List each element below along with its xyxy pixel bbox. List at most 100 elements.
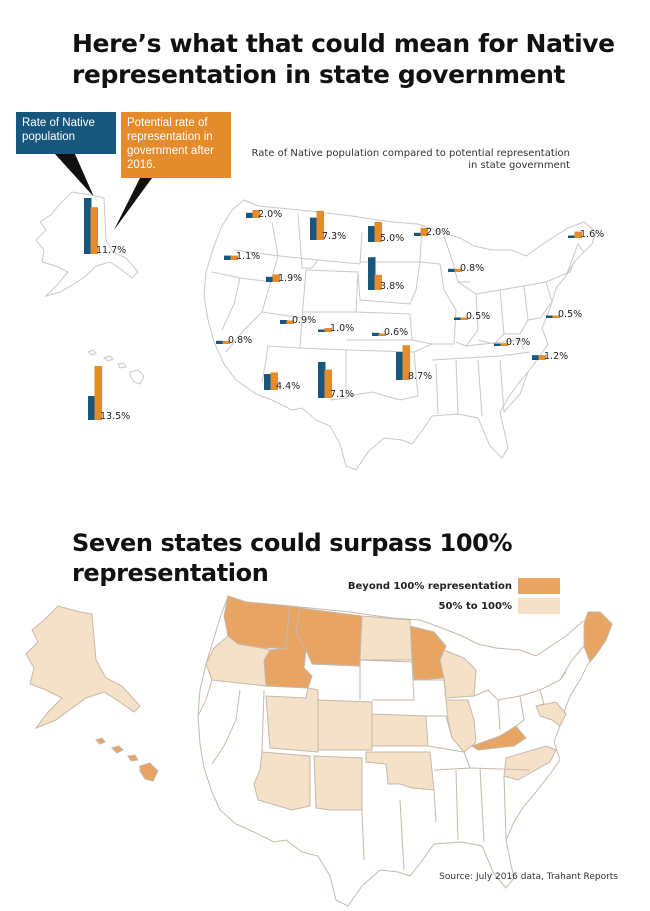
bar-native-wi [448,268,456,272]
bar-native-nc [532,355,540,360]
bar-label-ak: 11.7% [96,245,126,256]
bar-label-id: 1.9% [278,273,302,284]
map-caption: Rate of Native population compared to po… [251,148,571,171]
state-md [535,701,567,727]
bar-representation-ak [90,207,98,254]
bar-label-md: 0.5% [558,309,582,320]
bar-label-il: 0.5% [466,311,490,322]
legend-native-population: Rate of Native population [16,112,116,154]
bar-label-or: 1.1% [236,251,260,262]
bar-representation-wa [252,210,260,218]
state-az [253,751,311,811]
bar-native-mn [414,232,422,236]
bar-representation-il [460,317,468,320]
source-note: Source: July 2016 data, Trahant Reports [439,872,618,882]
bar-label-ut: 0.9% [292,315,316,326]
bar-representation-hi [94,366,102,420]
bar-label-mn: 2.0% [426,227,450,238]
state-borders-map2 [197,645,585,871]
state-nm [313,755,363,811]
bar-representation-ok [402,345,410,380]
bar-label-ca: 0.8% [228,335,252,346]
legend-item-beyond-100: Beyond 100% representation [348,578,560,594]
bar-label-ks: 0.6% [384,327,408,338]
bar-native-ca [216,340,224,344]
bar-native-nm [318,362,326,398]
bar-label-ok: 8.7% [408,371,432,382]
legend-label-beyond: Beyond 100% representation [347,580,512,592]
bar-label-wi: 0.8% [460,263,484,274]
state-ky [470,725,527,751]
legend-representation-rate: Potential rate of representation in gove… [121,112,231,178]
bar-representation-ks [378,333,386,336]
state-borders [211,213,585,417]
bar-native-wa [246,212,254,218]
bar-label-me: 1.6% [580,229,604,240]
bar-native-sd [368,257,376,290]
bar-native-az [264,374,272,390]
bar-representation-nm [324,369,332,398]
bar-native-mt [310,217,318,240]
bar-native-hi [88,396,96,420]
state-ks [371,713,429,747]
bar-native-ut [280,320,288,324]
bar-label-nm: 7.1% [330,389,354,400]
bar-native-co [318,329,326,332]
bar-representation-ut [286,320,294,324]
state-me [583,611,613,663]
bar-representation-sd [374,274,382,290]
bar-representation-co [324,328,332,332]
bar-representation-az [270,372,278,390]
bar-group: 11.7% 13.5% 2.0% 7.3% 5.0% 2.0% 1.6% 1.1% 1.9% 3.… [84,198,604,422]
bar-native-me [568,235,576,238]
bar-representation-mn [420,228,428,236]
bar-label-sd: 3.8% [380,281,404,292]
callout-pointer-representation [114,178,152,230]
state-co [317,699,373,751]
state-or [205,635,271,687]
state-hi [95,737,159,782]
us-choropleth-map [25,595,613,907]
state-ak [25,605,141,730]
bar-native-ky [494,343,502,346]
state-nd [359,615,413,661]
bar-label-hi: 13.5% [100,411,130,422]
bar-label-wa: 2.0% [258,209,282,220]
bar-native-ks [372,332,380,336]
bar-native-ak [84,198,92,254]
bar-representation-or [230,255,238,260]
hawaii-islands [86,349,145,385]
bar-native-md [546,315,554,318]
bar-representation-nd [374,222,382,242]
bar-native-il [454,317,462,320]
state-il [445,699,477,753]
bar-label-mt: 7.3% [322,231,346,242]
bar-representation-wi [454,268,462,272]
bar-representation-ky [500,343,508,346]
bar-representation-mt [316,210,324,240]
bar-representation-ca [222,340,230,344]
page-title: Here’s what that could mean for Native r… [72,29,615,89]
legend-label-fifty: 50% to 100% [438,600,512,612]
bar-representation-md [552,315,560,318]
state-ut [265,687,319,753]
bar-native-nd [368,226,376,242]
section-title: Seven states could surpass 100% represen… [72,529,513,587]
state-ok [365,751,435,791]
bar-label-nc: 1.2% [544,351,568,362]
bar-native-ok [396,352,404,380]
bar-label-nd: 5.0% [380,233,404,244]
bar-label-co: 1.0% [330,323,354,334]
legend-swatch-fifty [518,598,560,614]
legend-swatch-beyond [518,578,560,594]
bar-representation-nc [538,355,546,360]
bar-label-az: 4.4% [276,381,300,392]
state-nc [503,745,557,781]
state-wi [439,649,477,699]
legend-item-50-to-100: 50% to 100% [439,598,560,614]
bar-representation-id [272,274,280,282]
bar-representation-me [574,231,582,238]
bar-native-or [224,255,232,260]
bar-native-id [266,276,274,282]
